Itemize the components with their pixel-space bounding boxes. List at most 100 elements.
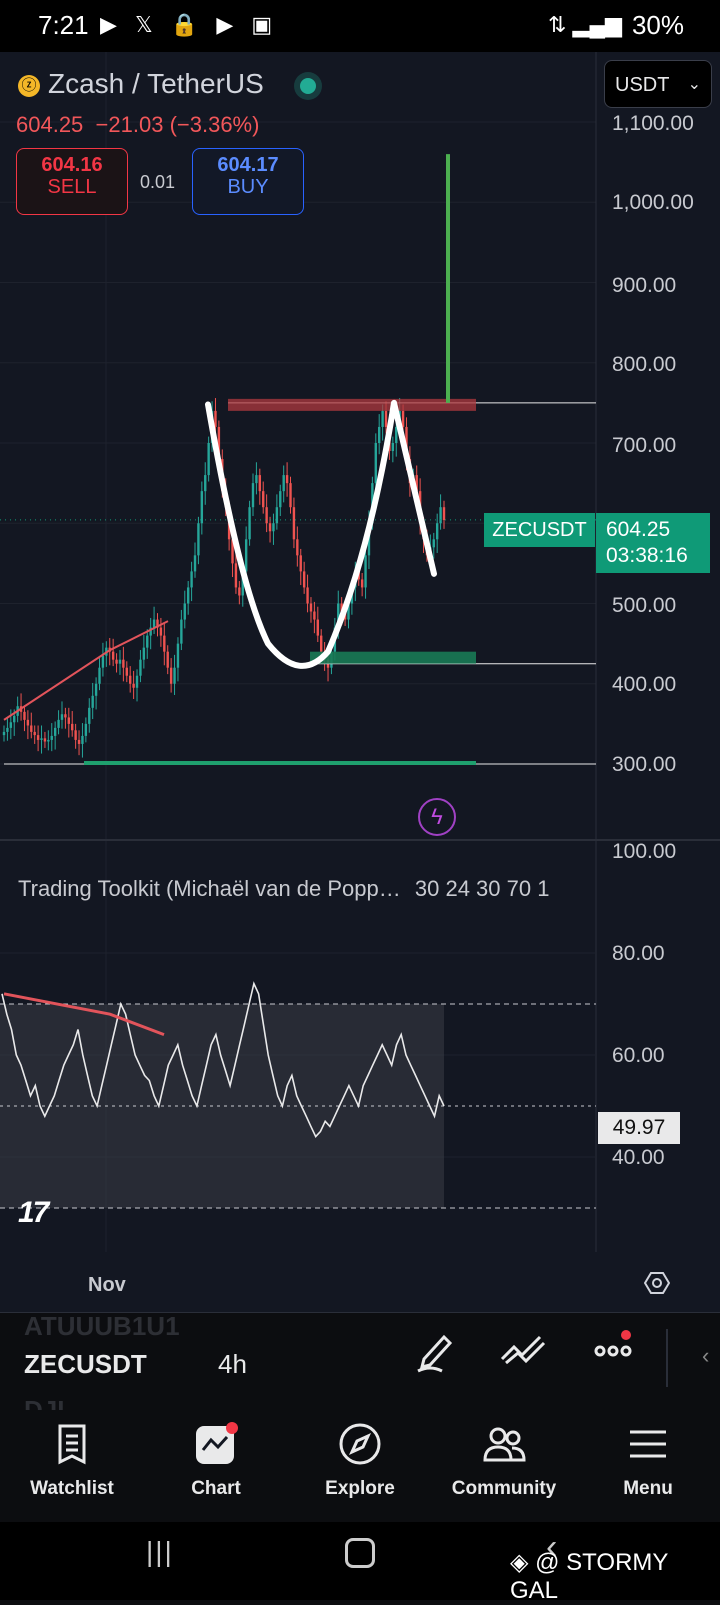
candle-body xyxy=(360,579,364,588)
candle-body xyxy=(197,523,200,556)
indicator-params: 30 24 30 70 1 xyxy=(414,876,550,901)
candle-body xyxy=(23,711,26,720)
sell-label: SELL xyxy=(47,176,97,198)
candle-body xyxy=(190,571,193,588)
candle-body xyxy=(374,443,377,484)
nav-label: Explore xyxy=(325,1478,395,1499)
buy-button[interactable]: 604.17 BUY xyxy=(192,148,304,215)
back-icon[interactable]: ‹ xyxy=(546,1528,558,1566)
nav-community[interactable]: Community xyxy=(432,1410,576,1522)
candle-body xyxy=(347,603,350,620)
candle-body xyxy=(432,539,435,548)
nav-label: Watchlist xyxy=(30,1478,114,1499)
nav-label: Menu xyxy=(623,1478,673,1499)
indicators-icon[interactable] xyxy=(500,1333,546,1367)
candle-body xyxy=(53,727,57,736)
candle-body xyxy=(156,619,159,628)
candle-body xyxy=(231,539,234,564)
chevron-left-icon[interactable]: ‹ xyxy=(702,1343,710,1368)
toolbar-symbol[interactable]: ZECUSDT xyxy=(24,1349,147,1379)
sell-button[interactable]: 604.16 SELL xyxy=(16,148,128,215)
candle-body xyxy=(200,491,204,524)
candle-body xyxy=(84,723,88,736)
symbol-header[interactable]: ⓩ Zcash / TetherUS xyxy=(18,68,316,100)
zcash-logo-icon: ⓩ xyxy=(18,74,40,97)
more-options-icon[interactable] xyxy=(594,1329,634,1365)
base-zone xyxy=(84,761,476,765)
nav-watchlist[interactable]: Watchlist xyxy=(0,1410,144,1522)
cup-handle-drawing xyxy=(205,399,437,669)
candle-body xyxy=(279,491,282,508)
candle-body xyxy=(13,715,16,723)
lightning-icon[interactable]: ϟ xyxy=(418,798,456,836)
candle-body xyxy=(135,675,139,688)
battery-level: 30% xyxy=(631,10,684,40)
rsi-line xyxy=(1,981,445,1139)
candle-body xyxy=(381,410,384,427)
spread-value: 0.01 xyxy=(140,172,176,192)
currency-select[interactable]: USDT ⌄ xyxy=(604,60,712,108)
buy-label: BUY xyxy=(227,176,269,198)
candle-body xyxy=(442,507,446,521)
recent-apps-icon[interactable]: ||| xyxy=(146,1536,174,1567)
rsi-value-tag: 49.97 xyxy=(598,1112,680,1144)
candle-body xyxy=(71,723,74,731)
candle-body xyxy=(238,587,241,596)
candle-body xyxy=(43,738,47,742)
price-change-row: 604.25 −21.03 (−3.36%) xyxy=(16,112,259,138)
candle-body xyxy=(248,507,251,540)
bar-countdown: 03:38:16 xyxy=(606,544,688,567)
support-zone xyxy=(310,651,476,664)
candle-body xyxy=(47,739,50,742)
nav-chart[interactable]: Chart xyxy=(144,1410,288,1522)
candle-body xyxy=(6,727,9,732)
toolbar-interval[interactable]: 4h xyxy=(218,1349,247,1379)
candle-body xyxy=(391,443,395,452)
candle-body xyxy=(132,683,135,688)
tradingview-logo-icon[interactable]: 17 xyxy=(18,1196,49,1229)
symbol-price-tag: ZECUSDT xyxy=(484,513,595,547)
candle-body xyxy=(118,659,122,664)
price-change-pct: (−3.36%) xyxy=(169,112,260,137)
candle-body xyxy=(299,555,302,572)
last-price-tag: 604.25 03:38:16 xyxy=(596,513,710,573)
candle-body xyxy=(241,571,244,596)
candle-body xyxy=(255,475,258,484)
nav-menu[interactable]: Menu xyxy=(576,1410,720,1522)
candle-body xyxy=(111,651,115,660)
candle-body xyxy=(122,659,125,668)
candle-body xyxy=(101,655,105,668)
price-axis-label: 300.00 xyxy=(612,753,677,776)
home-icon[interactable] xyxy=(345,1538,375,1568)
candle-body xyxy=(340,603,343,612)
notification-icons: ▶ 𝕏 🔒 ▶ ▣ xyxy=(100,12,279,37)
candle-body xyxy=(81,735,84,744)
nav-explore[interactable]: Explore xyxy=(288,1410,432,1522)
price-axis-label: 800.00 xyxy=(612,353,677,376)
candle-body xyxy=(77,739,81,744)
compass-icon xyxy=(339,1423,381,1465)
candle-body xyxy=(282,475,285,492)
pencil-draw-icon[interactable] xyxy=(416,1329,456,1373)
indicator-legend[interactable]: Trading Toolkit (Michaël van de Popp… 30… xyxy=(18,876,549,902)
candle-body xyxy=(262,491,265,508)
candle-body xyxy=(40,738,43,740)
rsi-axis-label: 60.00 xyxy=(612,1044,665,1067)
candle-body xyxy=(129,675,132,684)
candle-body xyxy=(67,717,71,724)
candle-body xyxy=(258,475,262,492)
candle-body xyxy=(98,667,101,684)
status-time: 7:21 xyxy=(38,10,89,40)
community-icon xyxy=(483,1427,526,1462)
settings-hex-icon[interactable] xyxy=(643,1270,671,1296)
rsi-trend-line xyxy=(3,992,165,1037)
candle-body xyxy=(217,426,221,460)
candle-body xyxy=(320,635,323,652)
candle-body xyxy=(234,563,238,588)
candle-body xyxy=(285,475,289,484)
time-axis-label: Nov xyxy=(88,1274,126,1296)
candle-body xyxy=(364,555,367,588)
signal-icon: ⇅ ▂▄▆ xyxy=(548,12,622,37)
price-chart[interactable] xyxy=(0,52,720,1312)
candle-body xyxy=(415,475,418,492)
